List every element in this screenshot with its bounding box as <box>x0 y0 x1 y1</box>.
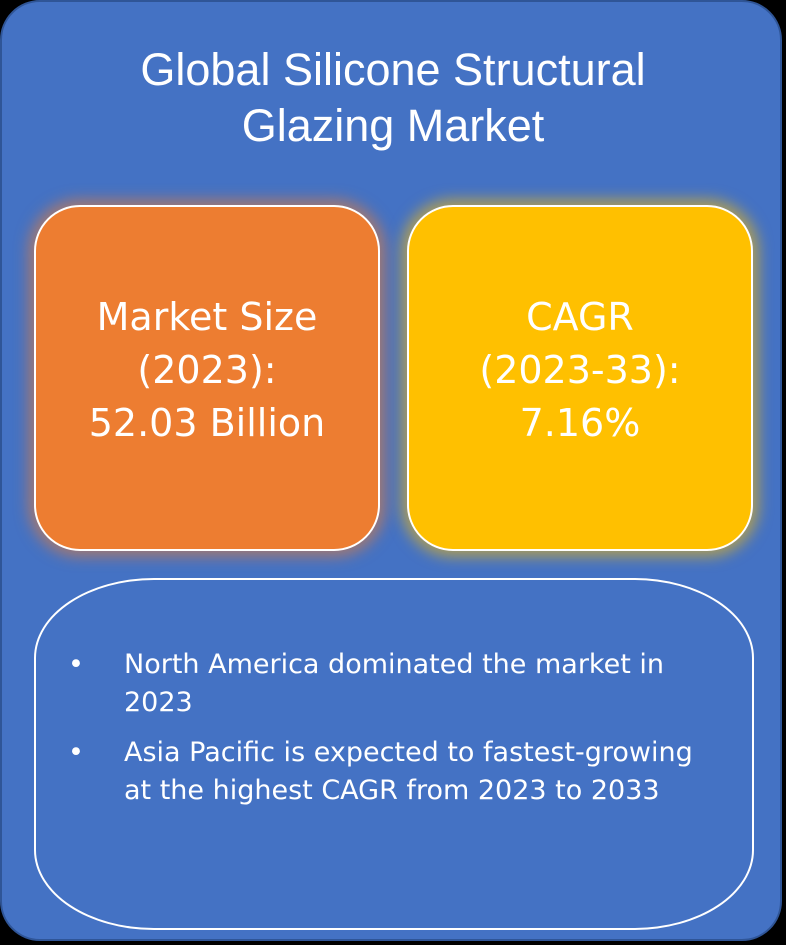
bullet-icon: • <box>68 649 84 680</box>
highlights-panel: • North America dominated the market in … <box>34 578 754 930</box>
highlights-list: • North America dominated the market in … <box>66 646 716 822</box>
market-size-box: Market Size (2023): 52.03 Billion <box>34 205 380 551</box>
highlight-text: Asia Pacific is expected to fastest-grow… <box>124 737 693 806</box>
cagr-box: CAGR (2023-33): 7.16% <box>407 205 753 551</box>
list-item: • North America dominated the market in … <box>66 646 716 722</box>
market-size-text: Market Size (2023): 52.03 Billion <box>88 294 326 445</box>
bullet-icon: • <box>68 737 84 768</box>
highlight-text: North America dominated the market in 20… <box>124 649 664 718</box>
cagr-text: CAGR (2023-33): 7.16% <box>479 294 681 445</box>
list-item: • Asia Pacific is expected to fastest-gr… <box>66 734 716 810</box>
infographic-title: Global Silicone Structural Glazing Marke… <box>140 44 646 151</box>
